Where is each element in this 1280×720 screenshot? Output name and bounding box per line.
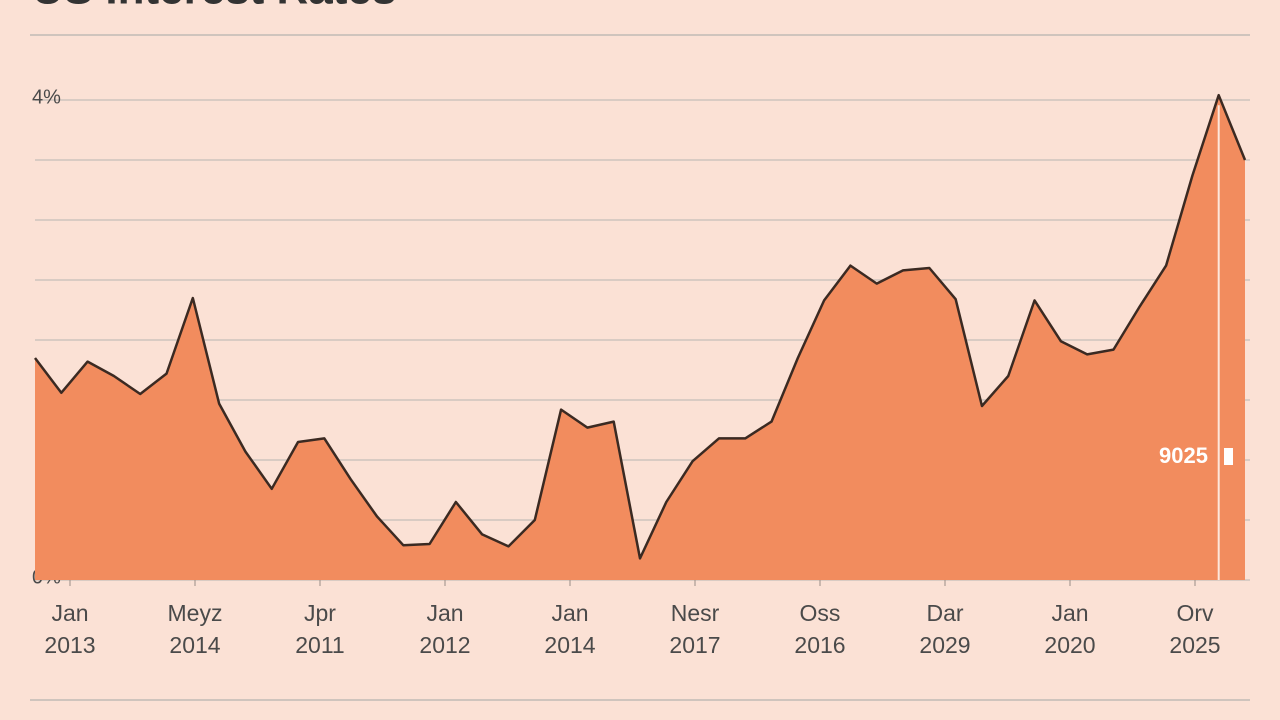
x-tick-label: Jan [551,600,588,626]
x-tick-label: Dar [926,600,963,626]
annotation: 9025 [1159,443,1208,468]
x-tick-label: Jan [51,600,88,626]
x-tick-label: Jan [426,600,463,626]
x-tick-label: Orv [1176,600,1214,626]
x-tick-label: 2025 [1169,632,1220,658]
x-tick-label: 2012 [419,632,470,658]
annotation-box [1224,448,1233,465]
x-tick-label: 2017 [669,632,720,658]
x-tick-label: 2020 [1044,632,1095,658]
x-tick-label: 2016 [794,632,845,658]
area [35,95,1245,580]
chart-title: US Interest Rates [32,0,396,14]
x-tick-label: Nesr [671,600,720,626]
x-tick-label: 2011 [295,632,344,658]
x-tick-label: 2014 [169,632,220,658]
x-tick-label: 2014 [544,632,595,658]
x-tick-label: Meyz [168,600,223,626]
x-tick-label: Jpr [304,600,336,626]
x-tick-label: 2029 [919,632,970,658]
x-tick-label: 2013 [44,632,95,658]
x-tick-label: Oss [800,600,841,626]
x-tick-label: Jan [1051,600,1088,626]
line [34,93,1247,560]
y-tick-label: 4% [32,86,61,108]
